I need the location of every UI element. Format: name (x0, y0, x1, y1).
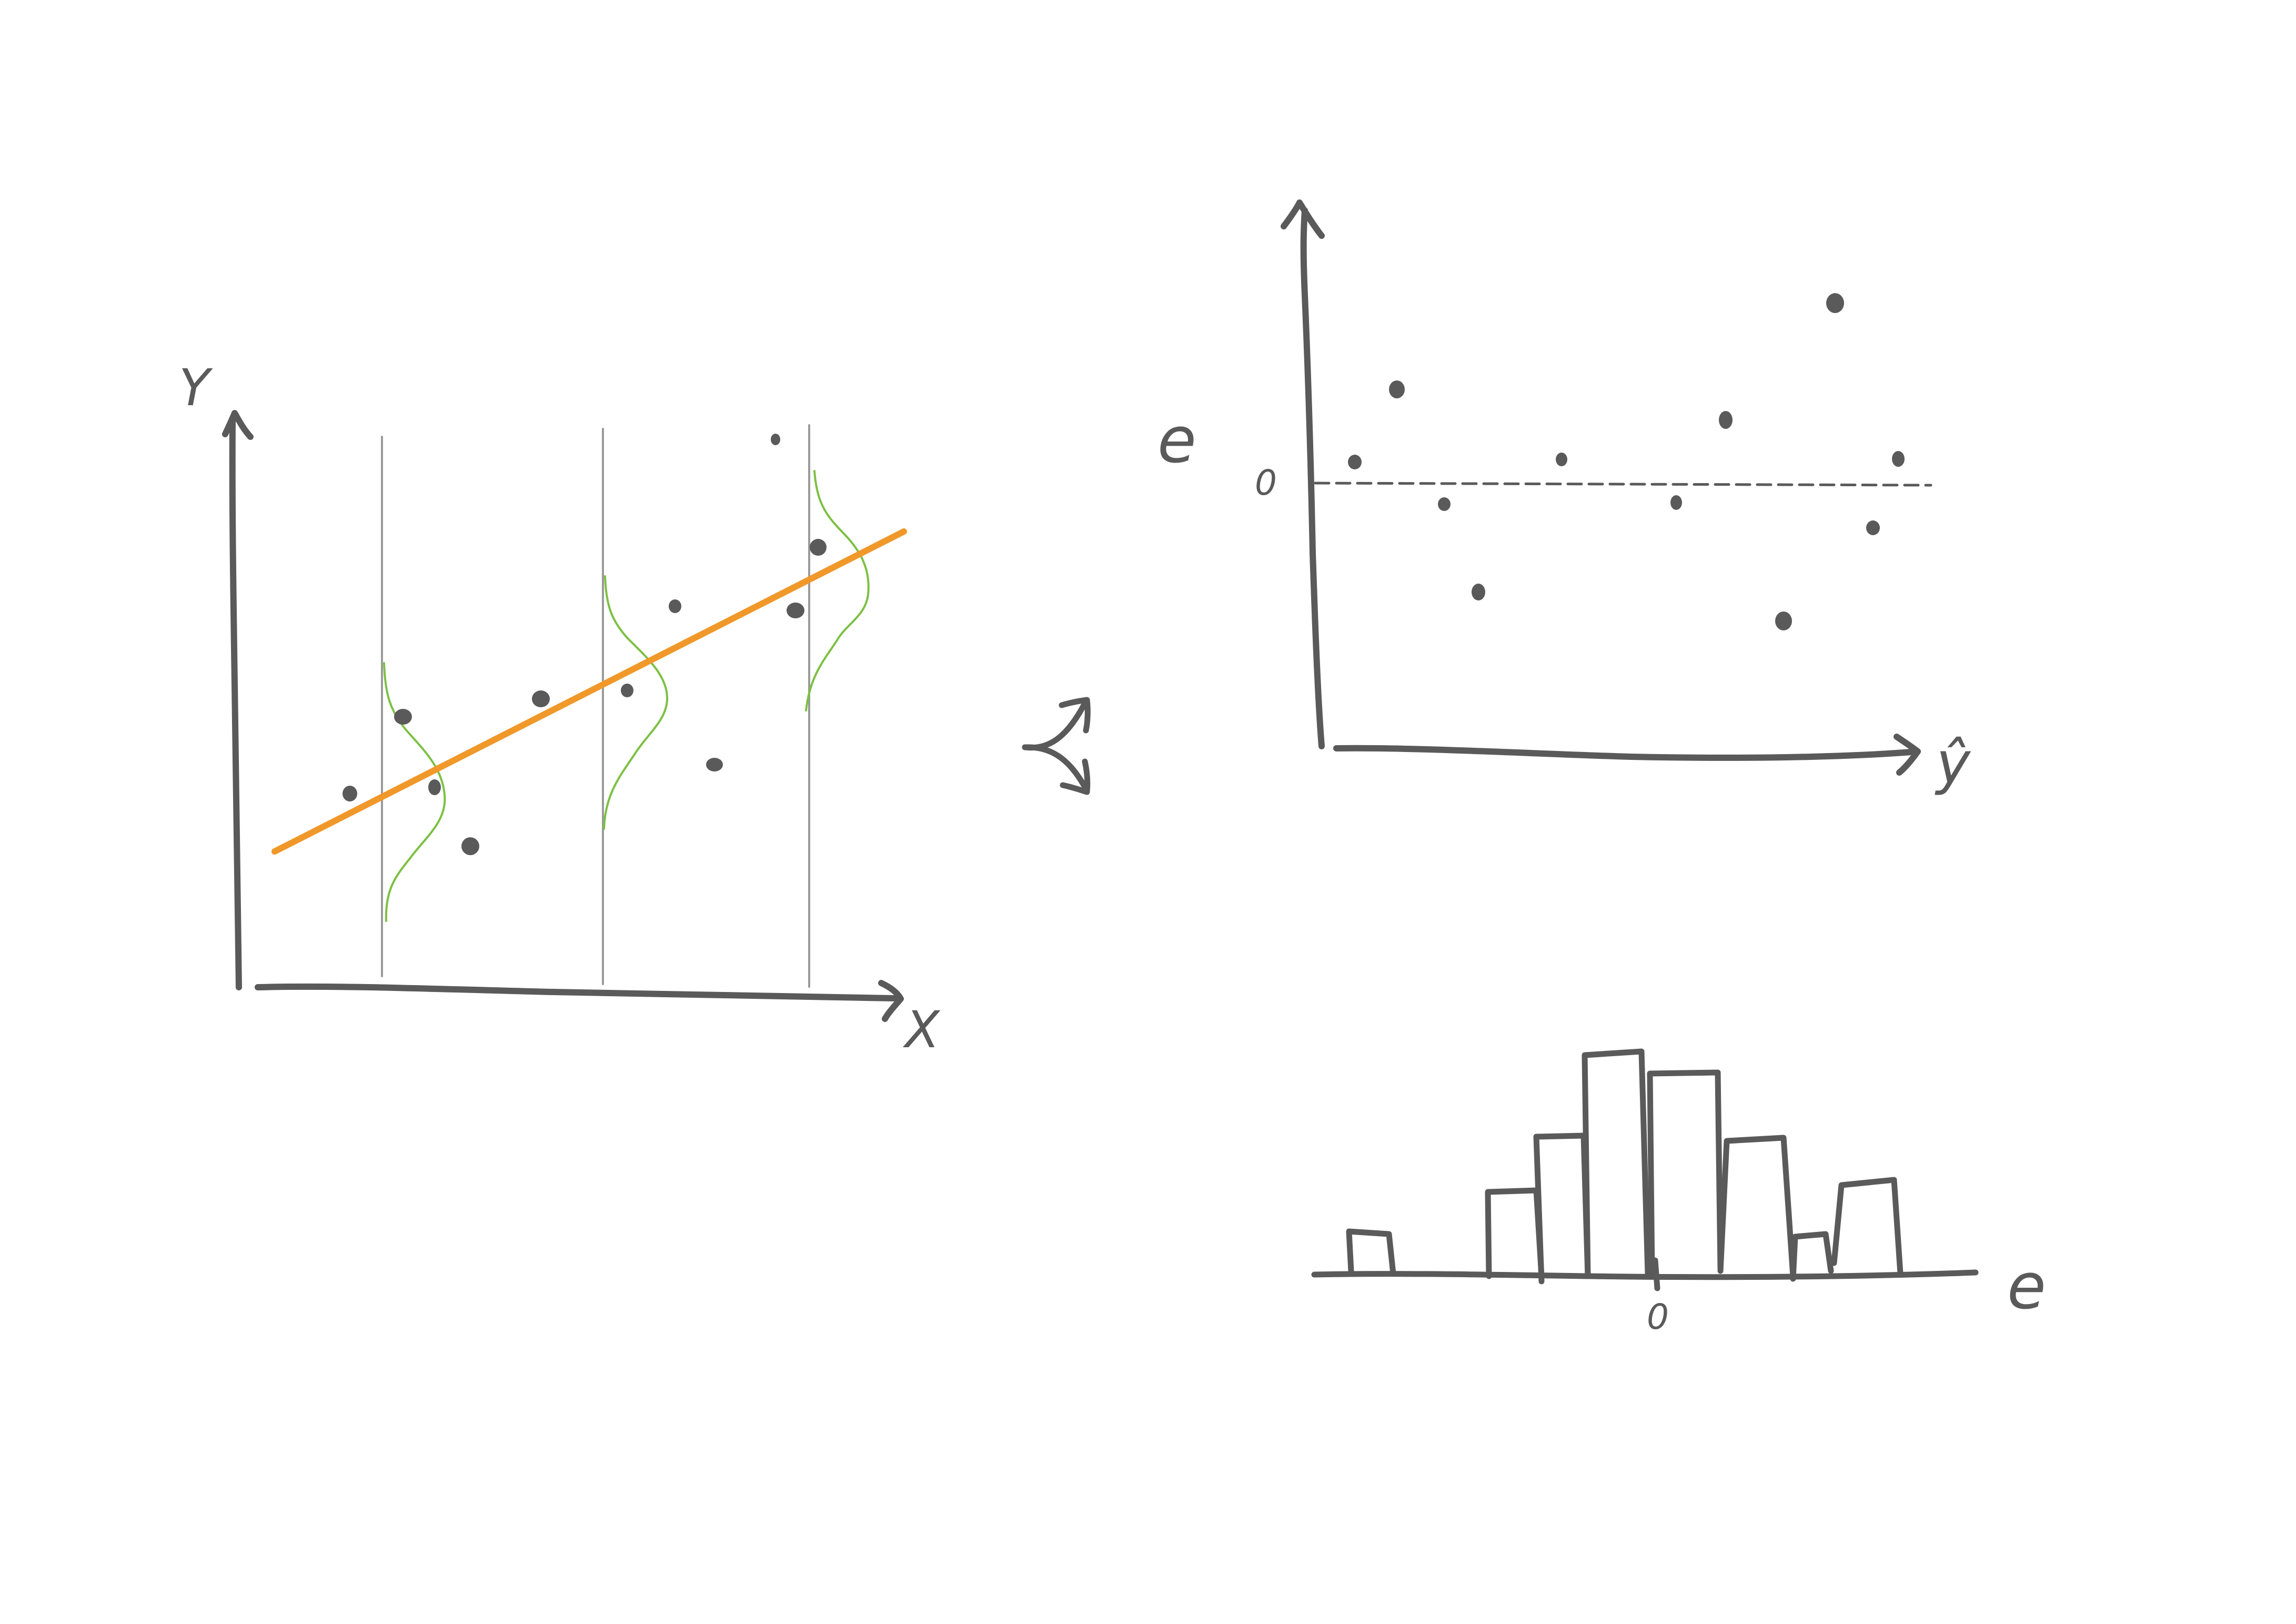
residual-x-axis-arrowhead (1894, 734, 1921, 776)
x-axis-arrowhead (878, 980, 904, 1022)
histogram-bar (1485, 1187, 1545, 1279)
x-axis-label: X (902, 1000, 941, 1059)
residual-zero-label: 0 (1255, 463, 1277, 503)
distribution-curve-3 (805, 470, 870, 711)
histogram-bar (1346, 1228, 1396, 1277)
residual-point (1670, 495, 1682, 510)
residual-point (1775, 611, 1792, 630)
residual-point (1438, 497, 1451, 511)
residual-point (1472, 584, 1485, 600)
regression-points (343, 434, 827, 855)
residual-point (1892, 451, 1905, 467)
histogram-zero-label: 0 (1647, 1297, 1669, 1337)
arrow-upper-head (1059, 697, 1091, 734)
distribution-curve-2 (603, 575, 669, 830)
residual-x-axis (1333, 745, 1921, 761)
data-point (706, 758, 723, 771)
histogram-axis (1311, 1269, 1979, 1280)
histogram-axis-label: e (2007, 1250, 2046, 1324)
data-point (343, 786, 357, 801)
histogram-bar (1831, 1177, 1904, 1277)
residual-point (1719, 411, 1733, 429)
residual-point (1826, 293, 1844, 313)
y-axis (229, 418, 242, 990)
histogram-bar (1717, 1135, 1796, 1279)
regression-line (271, 528, 907, 855)
residual-axes (1281, 199, 1921, 776)
guide-lines (381, 424, 810, 988)
residual-x-axis-label: ŷ (1935, 729, 1971, 797)
x-axis (255, 983, 898, 1001)
histogram-bar (1582, 1048, 1651, 1279)
data-point (394, 709, 412, 725)
double-curved-arrow-icon (1022, 697, 1091, 795)
histogram-bars (1346, 1048, 1904, 1285)
data-point (621, 684, 633, 697)
data-point (428, 779, 441, 795)
residual-plot: e 0 ŷ (1157, 199, 1971, 797)
residual-y-axis (1300, 207, 1325, 749)
regression-axes (222, 410, 904, 1022)
data-point (669, 599, 681, 613)
residual-histogram: e 0 (1311, 1048, 2046, 1337)
histogram-bar (1533, 1132, 1591, 1285)
residual-y-axis-label: e (1157, 404, 1196, 477)
residual-y-axis-arrowhead (1281, 199, 1325, 239)
histogram-zero-tick (1652, 1257, 1660, 1291)
arrow-lower-stroke (1022, 744, 1087, 788)
histogram-bar (1790, 1231, 1834, 1282)
residual-point (1389, 380, 1405, 398)
residual-point (1556, 453, 1567, 466)
data-point (810, 539, 827, 556)
data-point (787, 603, 804, 618)
zero-baseline (1314, 482, 1932, 487)
residual-point (1348, 455, 1362, 469)
residual-point (1866, 520, 1880, 535)
y-axis-label: Y (179, 358, 213, 417)
data-point (771, 434, 780, 445)
data-point (461, 837, 479, 855)
regression-plot: Y X (179, 358, 941, 1059)
arrow-lower-head (1060, 758, 1091, 795)
data-point (532, 690, 550, 707)
y-axis-arrowhead (222, 410, 254, 440)
histogram-bar (1647, 1069, 1724, 1277)
arrow-upper-stroke (1022, 702, 1087, 751)
residual-points (1348, 293, 1905, 630)
